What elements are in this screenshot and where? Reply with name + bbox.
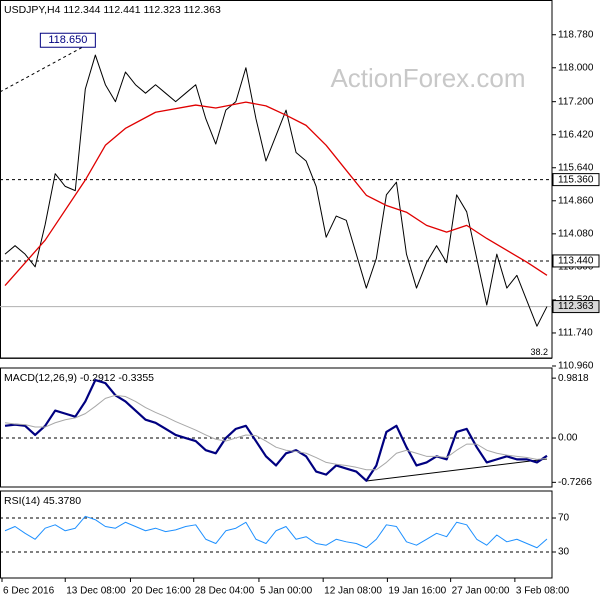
y-tick-label: 111.740 <box>558 328 593 339</box>
x-tick-label: 13 Dec 08:00 <box>66 586 126 597</box>
series-line <box>4 101 548 286</box>
panel-border <box>0 367 553 488</box>
y-tick-label: 114.860 <box>558 195 594 206</box>
level-label: 113.440 <box>558 256 594 267</box>
y-tick-label: 30 <box>558 547 570 558</box>
y-tick-label: 114.080 <box>558 228 594 239</box>
level-label: 112.363 <box>558 301 594 312</box>
watermark: ActionForex.com <box>330 63 525 93</box>
series-line <box>4 394 548 471</box>
x-tick-label: 28 Dec 04:00 <box>195 586 255 597</box>
panel-title: USDJPY,H4 112.344 112.441 112.323 112.36… <box>4 4 221 16</box>
y-tick-label: 117.200 <box>558 96 594 107</box>
x-tick-label: 3 Feb 08:00 <box>516 586 570 597</box>
annotation: 118.650 <box>48 34 87 46</box>
y-tick-label: 118.780 <box>558 29 594 40</box>
x-tick-label: 27 Jan 00:00 <box>452 586 510 597</box>
trendline <box>0 39 96 93</box>
trendline <box>366 458 548 482</box>
level-box <box>552 300 600 314</box>
panel-title: RSI(14) 45.3780 <box>4 495 81 507</box>
y-tick-label: 0.9818 <box>558 373 589 384</box>
x-tick-label: 12 Jan 08:00 <box>324 586 382 597</box>
x-tick-label: 20 Dec 16:00 <box>131 586 191 597</box>
y-tick-label: -0.7266 <box>558 477 592 488</box>
x-tick-label: 19 Jan 16:00 <box>388 586 446 597</box>
level-label: 38.2 <box>530 347 548 357</box>
y-tick-label: 118.000 <box>558 62 594 73</box>
level-box <box>552 173 600 187</box>
y-tick-label: 115.640 <box>558 162 594 173</box>
x-tick-label: 6 Dec 2016 <box>3 586 55 597</box>
panel-title: MACD(12,26,9) -0.2912 -0.3355 <box>4 372 154 384</box>
y-tick-label: 112.520 <box>558 295 594 306</box>
panel-border <box>0 490 553 579</box>
series-line <box>4 515 548 549</box>
y-tick-label: 0.00 <box>558 433 578 444</box>
level-label: 115.360 <box>558 174 594 185</box>
y-tick-label: 110.960 <box>558 361 594 372</box>
y-tick-label: 70 <box>558 513 570 524</box>
y-tick-label: 116.420 <box>558 129 594 140</box>
x-tick-label: 5 Jan 00:00 <box>260 586 313 597</box>
series-line <box>4 378 548 482</box>
level-box <box>552 254 600 268</box>
annotation-box <box>39 32 96 48</box>
series-line <box>4 54 548 327</box>
